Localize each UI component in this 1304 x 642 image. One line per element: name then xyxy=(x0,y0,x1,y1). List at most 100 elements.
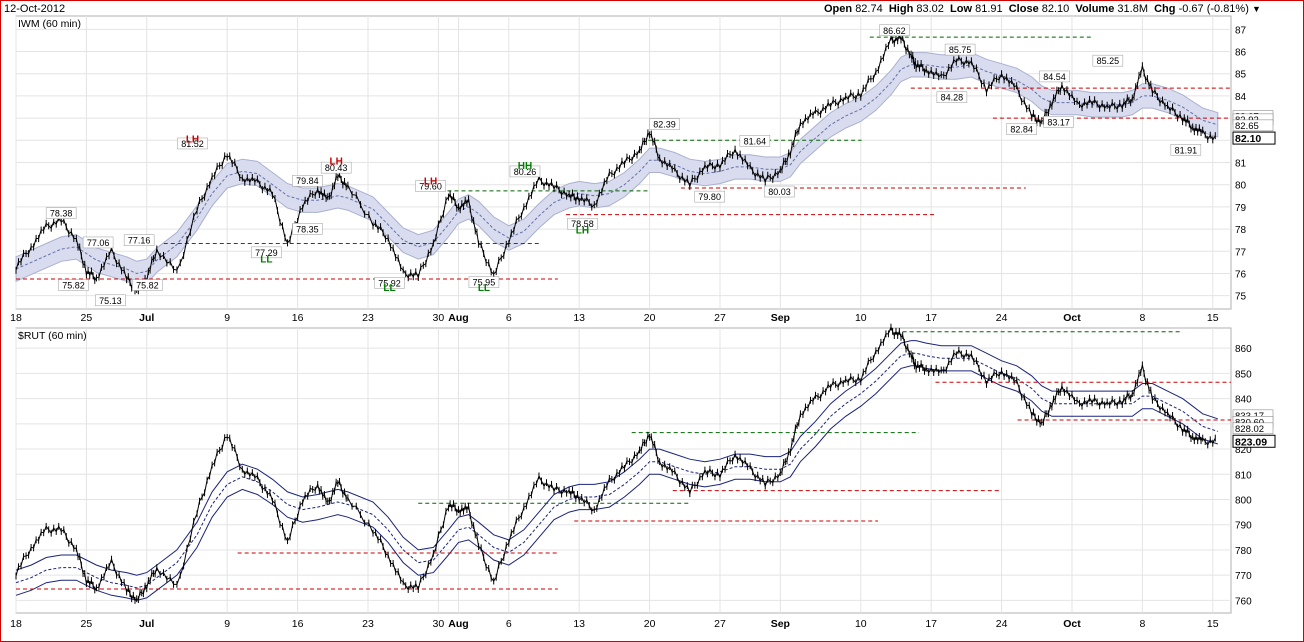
x-tick-label: 9 xyxy=(224,618,230,630)
x-tick-label: 15 xyxy=(1207,312,1219,324)
x-tick-label: Jul xyxy=(139,312,154,324)
swing-label: 81.52 xyxy=(181,139,204,149)
x-tick-label: 6 xyxy=(506,312,512,324)
x-tick-label: 15 xyxy=(1207,618,1219,630)
swing-label: 75.82 xyxy=(136,280,159,290)
x-tick-label: 25 xyxy=(81,618,93,630)
swing-label-box xyxy=(649,118,680,130)
swing-label: 77.16 xyxy=(128,236,151,246)
band-midline xyxy=(15,352,1218,589)
pattern-label: LH xyxy=(424,177,437,188)
swing-label-box xyxy=(292,174,323,187)
swing-label-box xyxy=(936,91,968,103)
y-tick-label: 85 xyxy=(1235,70,1247,81)
ohlc-header: Open 82.74 High 83.02 Low 81.91 Close 82… xyxy=(824,3,1261,15)
swing-label: 78.38 xyxy=(50,209,73,219)
band-lower xyxy=(15,365,1218,601)
x-tick-label: 18 xyxy=(10,618,22,630)
swing-label-box xyxy=(1006,123,1037,135)
y-tick-label: 81 xyxy=(1235,159,1247,170)
swing-label-box xyxy=(567,217,598,230)
y-tick-label: 820 xyxy=(1235,445,1252,456)
y-tick-label: 79 xyxy=(1235,203,1247,214)
swing-label: 75.92 xyxy=(378,278,401,288)
swing-label: 85.75 xyxy=(949,45,972,55)
x-tick-label: 18 xyxy=(10,312,22,324)
x-tick-label: 16 xyxy=(292,312,304,324)
last-price-box xyxy=(1232,434,1276,448)
y-tick-label: 770 xyxy=(1235,571,1252,582)
x-tick-label: 13 xyxy=(573,312,585,324)
x-tick-label: 17 xyxy=(925,312,937,324)
x-tick-label: 6 xyxy=(506,618,512,630)
swing-label: 79.84 xyxy=(296,176,319,186)
y-tick-label: 78 xyxy=(1235,225,1247,236)
swing-label: 81.64 xyxy=(744,136,767,146)
x-tick-label: 23 xyxy=(362,312,374,324)
swing-label: 80.26 xyxy=(514,167,537,177)
swing-label: 78.58 xyxy=(571,219,594,229)
swing-label-box xyxy=(1043,116,1074,128)
last-price-box xyxy=(1232,131,1276,145)
x-tick-label: Oct xyxy=(1063,312,1081,324)
panel-iwm: 757677787980818283848586871825Jul9162330… xyxy=(10,15,1276,324)
swing-label-box xyxy=(1092,54,1124,67)
dropdown-arrow-icon[interactable]: ▼ xyxy=(1251,4,1261,14)
swing-label: 80.03 xyxy=(768,187,791,197)
swing-label-box xyxy=(95,294,126,307)
y-tick-label: 84 xyxy=(1235,92,1247,103)
y-tick-label: 840 xyxy=(1235,395,1252,406)
x-tick-label: 25 xyxy=(81,312,93,324)
swing-label-box xyxy=(177,137,208,150)
x-tick-label: 17 xyxy=(925,618,937,630)
y-tick-label: 790 xyxy=(1235,521,1252,532)
x-tick-label: 24 xyxy=(996,618,1008,630)
x-tick-label: 10 xyxy=(855,618,867,630)
x-tick-label: 20 xyxy=(644,312,656,324)
x-tick-label: 9 xyxy=(224,312,230,324)
y-tick-label: 850 xyxy=(1235,369,1252,380)
swing-label: 79.60 xyxy=(419,182,442,192)
x-tick-label: 20 xyxy=(644,618,656,630)
y-tick-label: 800 xyxy=(1235,496,1252,507)
swing-label: 75.82 xyxy=(62,280,85,290)
pattern-label: LH xyxy=(329,157,342,168)
pattern-label: LH xyxy=(186,135,199,146)
price-axis-label: 828.02 xyxy=(1235,424,1264,435)
close-label: Close xyxy=(1008,3,1039,15)
chart-date: 12-Oct-2012 xyxy=(4,3,66,15)
swing-label-box xyxy=(82,236,114,249)
x-tick-label: 8 xyxy=(1139,618,1145,630)
swing-label: 81.91 xyxy=(1175,145,1198,155)
swing-label-box xyxy=(123,234,155,246)
swing-label: 84.28 xyxy=(941,93,964,103)
swing-label: 77.29 xyxy=(255,248,278,258)
swing-label: 79.80 xyxy=(698,192,721,202)
swing-label-box xyxy=(879,24,910,37)
swing-label-box xyxy=(132,279,163,291)
swing-label: 75.13 xyxy=(99,296,122,306)
panel-title: $RUT (60 min) xyxy=(18,330,87,342)
swing-label-box xyxy=(58,279,89,291)
swing-label-box xyxy=(374,277,405,289)
swing-label-box xyxy=(468,276,500,288)
swing-label-box xyxy=(415,180,446,192)
x-tick-label: 30 xyxy=(433,618,445,630)
last-price-label: 82.10 xyxy=(1235,133,1261,145)
chg-value: -0.67 (-0.81%) xyxy=(1178,3,1249,15)
pattern-label: LH xyxy=(576,226,589,237)
pattern-label: LL xyxy=(260,254,272,265)
y-tick-label: 87 xyxy=(1235,25,1247,36)
swing-label-box xyxy=(1039,70,1070,83)
pattern-label: LL xyxy=(383,283,395,294)
y-tick-label: 77 xyxy=(1235,247,1247,258)
x-tick-label: Sep xyxy=(771,312,790,324)
swing-label: 84.54 xyxy=(1043,72,1066,82)
high-value: 83.02 xyxy=(916,3,944,15)
price-line xyxy=(15,325,1216,602)
swing-label-box xyxy=(739,135,771,147)
swing-label-box xyxy=(509,165,541,178)
swing-label-box xyxy=(1170,144,1202,156)
